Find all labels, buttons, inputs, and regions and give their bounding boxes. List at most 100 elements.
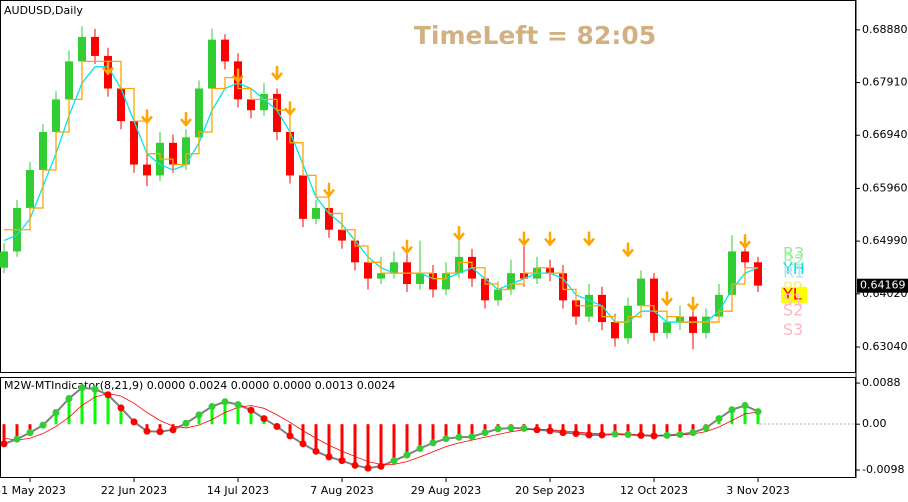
pivot-label: S3 [783,320,803,339]
oscillator-dot [377,462,385,470]
candle-body [273,93,281,132]
indicator-frame [0,377,856,478]
oscillator-dot [611,430,619,438]
candle-body [221,39,229,62]
oscillator-dot [507,424,515,432]
oscillator-dot [325,453,333,461]
candle-body [754,262,762,286]
y-tick-label: -0.0098 [862,463,904,476]
signal-arrow [271,65,283,81]
oscillator-dot [26,429,34,437]
oscillator-dot [741,402,749,410]
candle-body [507,273,515,290]
histogram-bar [457,424,461,438]
oscillator-dot [78,384,86,392]
y-tick-label: 0.68880 [862,23,908,36]
candle-body [65,61,73,100]
histogram-bar [561,424,565,433]
candle-body [494,289,502,301]
histogram-bar [210,406,214,425]
candle-body [208,39,216,89]
oscillator-dot [624,430,632,438]
candle-body [741,251,749,263]
time-left: TimeLeft = 82:05 [414,21,656,50]
oscillator-dot [728,406,736,414]
histogram-bar [405,424,409,456]
oscillator-dot [234,401,242,409]
y-tick-label: 0.66940 [862,128,908,141]
candle-body [130,121,138,165]
pivot-label: S2 [783,301,803,320]
candle-body [572,300,580,317]
histogram-bar [15,424,19,440]
histogram-bar [28,424,32,433]
oscillator-dot [169,426,177,434]
oscillator-dot [156,428,164,436]
histogram-bar [197,414,201,425]
histogram-bar [158,424,162,432]
oscillator-dot [663,431,671,439]
signal-arrow [323,182,335,198]
y-tick-label: 0.67910 [862,76,908,89]
histogram-bar [470,424,474,437]
histogram-bar [600,424,604,435]
oscillator-dot [338,457,346,465]
x-tick-label: 29 Aug 2023 [411,484,481,497]
pivot-label: R3 [783,244,804,263]
oscillator-dot [91,385,99,393]
candle-body [390,262,398,274]
signal-arrow [284,101,296,117]
pivot-label: YL [782,284,802,303]
candle-body [416,273,424,285]
oscillator-dot [364,464,372,472]
y-tick-label: 0.0088 [862,376,901,389]
histogram-bar [626,424,630,435]
histogram-bar [418,424,422,449]
histogram-bar [54,412,58,425]
signal-arrow [232,68,244,84]
histogram-bar [613,424,617,435]
signal-arrow [401,239,413,255]
x-tick-label: 22 Jun 2023 [101,484,167,497]
candle-body [364,262,372,279]
histogram-bar [145,424,149,432]
oscillator-dot [403,451,411,459]
histogram-bar [691,424,695,433]
oscillator-dot [676,430,684,438]
moving-line [4,60,758,323]
candle-body [39,131,47,170]
candle-body [325,207,333,230]
oscillator-dot [312,447,320,455]
histogram-bar [574,424,578,434]
histogram-bar [639,424,643,436]
oscillator-dot [598,431,606,439]
oscillator-dot [52,409,60,417]
oscillator-dot [39,421,47,429]
histogram-bar [93,389,97,425]
histogram-bar [236,404,240,425]
histogram-bar [431,424,435,443]
candle-body [728,251,736,295]
oscillator-dot [546,427,554,435]
histogram-bar [288,424,292,436]
oscillator-dot [351,461,359,469]
oscillator-dot [572,430,580,438]
oscillator-dot [13,435,21,443]
x-tick-label: 3 Nov 2023 [726,484,789,497]
histogram-bar [340,424,344,461]
oscillator-dot [650,432,658,440]
histogram-bar [678,424,682,435]
x-tick-label: 14 Jul 2023 [207,484,269,497]
candle-body [195,88,203,138]
x-tick-label: 31 May 2023 [0,484,66,497]
signal-arrow [622,242,634,258]
histogram-bar [119,407,123,425]
oscillator-dot [182,419,190,427]
oscillator-dot [715,415,723,423]
oscillator-dot [195,411,203,419]
histogram-bar [392,424,396,461]
candle-body [429,273,437,290]
oscillator-dot [637,431,645,439]
oscillator-dot [481,429,489,437]
oscillator-dot [429,439,437,447]
